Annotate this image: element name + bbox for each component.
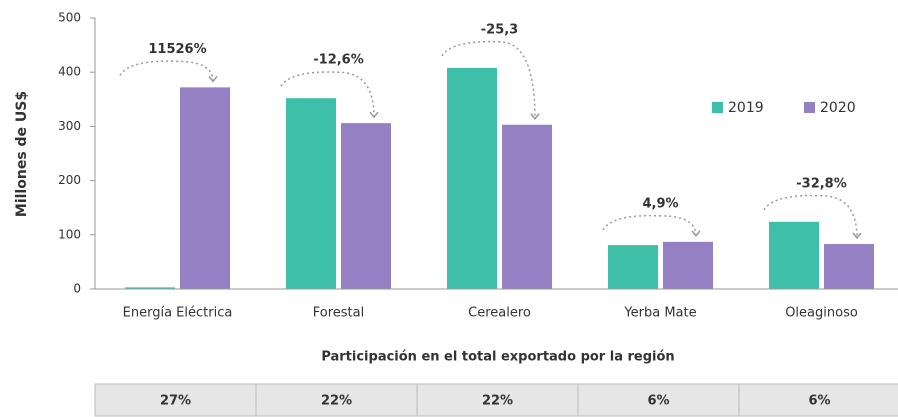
table-value: 6% (647, 394, 669, 409)
annotation-arrow (763, 194, 858, 239)
table-title: Participación en el total exportado por … (321, 350, 674, 365)
table-value: 27% (160, 394, 191, 409)
bar (824, 244, 874, 289)
arrow-head (369, 111, 379, 119)
bar (341, 123, 391, 289)
y-tick-label: 200 (58, 173, 81, 187)
x-tick-label: Forestal (313, 306, 364, 321)
y-tick-label: 0 (73, 282, 81, 296)
annotation-arrow (602, 214, 697, 236)
annotation: 4,9% (642, 196, 678, 211)
x-tick-label: Oleaginoso (785, 306, 858, 321)
annotation: -32,8% (796, 176, 847, 191)
y-tick-label: 300 (58, 119, 81, 133)
y-tick-label: 400 (58, 65, 81, 79)
annotation: -12,6% (313, 53, 364, 68)
annotation: -25,3 (481, 22, 518, 37)
table-value: 22% (482, 394, 513, 409)
arrow-head (691, 230, 701, 238)
table-value: 22% (321, 394, 352, 409)
x-tick-label: Energía Eléctrica (123, 306, 233, 321)
bar (608, 245, 658, 289)
bar (125, 287, 175, 289)
y-axis-label: Millones de US$ (14, 91, 30, 217)
table-value: 6% (808, 394, 830, 409)
y-tick-label: 100 (58, 227, 81, 241)
bar (502, 124, 552, 289)
table-cell (416, 383, 579, 417)
table-cell (94, 383, 257, 417)
bar (286, 98, 336, 289)
bar (769, 221, 819, 289)
bar (180, 87, 230, 289)
x-tick-label: Cerealero (468, 306, 531, 321)
table-cell (577, 383, 740, 417)
legend-label: 2019 (728, 100, 764, 116)
arrow-head (208, 75, 218, 83)
y-tick-label: 500 (58, 11, 81, 25)
legend-label: 2020 (820, 100, 856, 116)
arrow-head (530, 113, 540, 120)
annotation-arrow (119, 60, 214, 82)
x-tick-label: Yerba Mate (623, 306, 696, 321)
table-cell (255, 383, 418, 417)
bar (663, 241, 713, 289)
annotation-arrow (280, 71, 375, 118)
arrow-head (852, 232, 862, 240)
bar (447, 67, 497, 289)
annotation-arrow (441, 40, 536, 119)
legend-swatch (712, 102, 723, 113)
annotation: 11526% (148, 42, 206, 57)
legend-swatch (804, 102, 815, 113)
table-cell (738, 383, 898, 417)
